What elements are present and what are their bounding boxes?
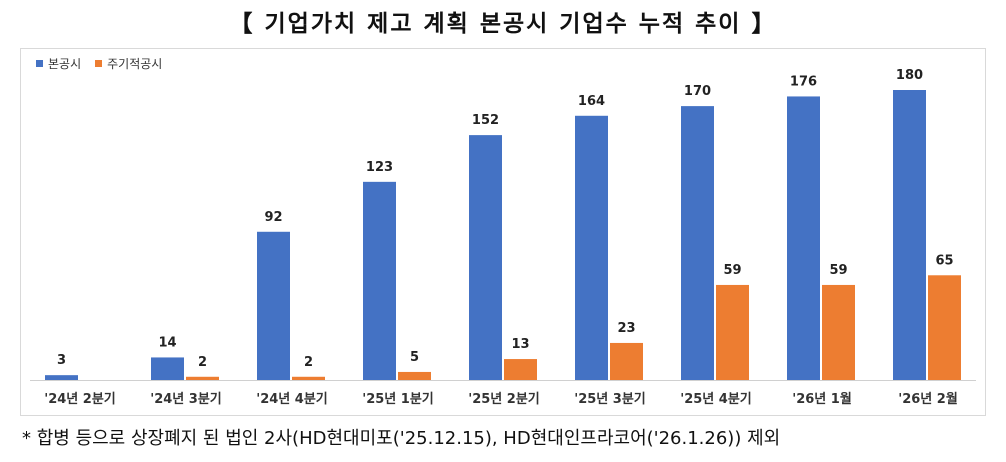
x-tick-label-4: '25년 2분기 — [468, 392, 540, 407]
bar-series-2-3 — [398, 371, 431, 380]
data-label-series-1-0: 3 — [57, 353, 66, 368]
data-label-series-2-5: 23 — [617, 321, 635, 336]
data-label-series-2-8: 65 — [935, 253, 953, 268]
bar-series-1-7 — [787, 96, 820, 380]
bar-series-2-1 — [186, 376, 219, 380]
bar-series-1-6 — [681, 106, 714, 380]
bar-series-1-2 — [257, 231, 290, 380]
x-tick-label-1: '24년 3분기 — [150, 392, 222, 407]
data-label-series-1-6: 170 — [684, 84, 711, 99]
data-label-series-1-8: 180 — [896, 68, 923, 83]
x-tick-label-5: '25년 3분기 — [574, 392, 646, 407]
data-label-series-2-6: 59 — [723, 263, 741, 278]
bar-series-1-0 — [45, 375, 78, 380]
bar-series-1-8 — [893, 90, 926, 380]
legend: 본공시 주기적공시 — [36, 55, 162, 72]
data-label-series-1-3: 123 — [366, 160, 393, 175]
x-tick-label-6: '25년 4분기 — [680, 392, 752, 407]
data-label-series-1-4: 152 — [472, 113, 499, 128]
bar-series-2-4 — [504, 359, 537, 380]
bar-series-2-5 — [610, 342, 643, 380]
footnote: * 합병 등으로 상장폐지 된 법인 2사(HD현대미포('25.12.15),… — [22, 428, 781, 449]
bar-series-2-8 — [928, 275, 961, 380]
bar-series-1-4 — [469, 135, 502, 380]
legend-swatch-series-1 — [36, 60, 43, 67]
data-label-series-1-5: 164 — [578, 94, 605, 109]
chart-frame — [20, 48, 986, 416]
bar-series-1-1 — [151, 357, 184, 380]
data-label-series-1-2: 92 — [264, 210, 282, 225]
bar-series-2-6 — [716, 284, 749, 380]
legend-item-series-2: 주기적공시 — [95, 55, 162, 72]
x-tick-label-0: '24년 2분기 — [44, 392, 116, 407]
legend-label-series-1: 본공시 — [48, 57, 82, 71]
legend-item-series-1: 본공시 — [36, 55, 81, 72]
bar-series-2-7 — [822, 284, 855, 380]
x-tick-label-8: '26년 2월 — [898, 391, 958, 407]
data-label-series-2-1: 2 — [198, 355, 207, 370]
data-label-series-2-7: 59 — [829, 263, 847, 278]
data-label-series-2-2: 2 — [304, 355, 313, 370]
data-label-series-1-7: 176 — [790, 74, 817, 89]
data-label-series-1-1: 14 — [158, 335, 176, 350]
bar-series-1-3 — [363, 181, 396, 380]
legend-swatch-series-2 — [95, 60, 103, 67]
legend-label-series-2: 주기적공시 — [107, 57, 163, 71]
bar-series-1-5 — [575, 115, 608, 381]
bar-series-2-2 — [292, 376, 325, 380]
x-tick-label-2: '24년 4분기 — [256, 392, 328, 407]
chart-title: 【 기업가치 제고 계획 본공시 기업수 누적 추이 】 — [229, 11, 777, 37]
x-tick-label-7: '26년 1월 — [792, 391, 852, 407]
x-tick-label-3: '25년 1분기 — [362, 392, 434, 407]
data-label-series-2-4: 13 — [511, 337, 529, 352]
data-label-series-2-3: 5 — [410, 350, 419, 365]
